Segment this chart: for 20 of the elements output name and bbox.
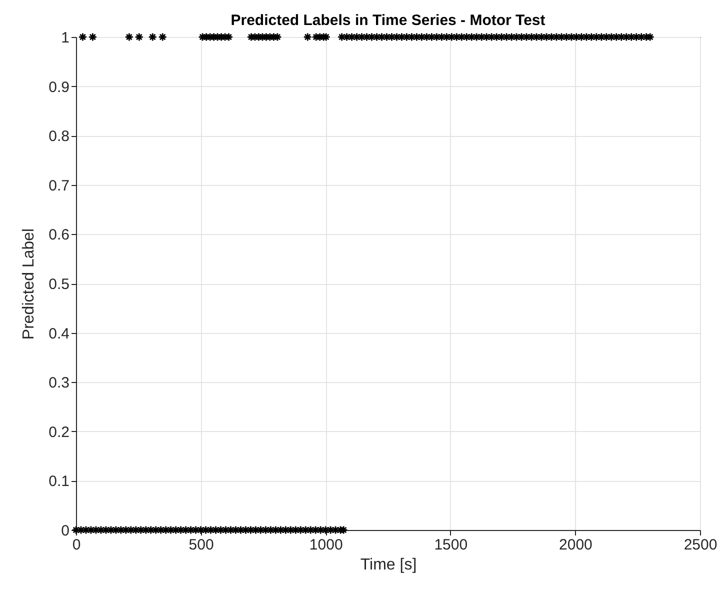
y-tick-label: 0.2 xyxy=(48,424,70,441)
chart-title: Predicted Labels in Time Series - Motor Test xyxy=(230,12,546,29)
x-tick-label: 1000 xyxy=(309,536,343,554)
x-tick-label: 0 xyxy=(72,536,81,554)
x-tick-label: 500 xyxy=(188,536,214,554)
y-tick-label: 0.4 xyxy=(48,325,70,342)
y-tick-label: 0.6 xyxy=(48,226,70,244)
y-tick-label: 1 xyxy=(61,30,70,46)
y-axis-title: Predicted Label xyxy=(20,228,38,340)
x-tick-label: 2500 xyxy=(684,536,718,554)
y-tick-label: 0.1 xyxy=(48,473,70,490)
y-tick-label: 0.7 xyxy=(48,177,70,194)
y-tick-label: 0.9 xyxy=(48,78,70,96)
y-tick-label: 0.5 xyxy=(48,276,70,293)
x-tick-label: 2000 xyxy=(559,536,592,554)
y-tick-label: 0.3 xyxy=(48,374,70,392)
y-tick-label: 0.8 xyxy=(48,128,70,146)
y-tick-label: 0 xyxy=(61,522,70,540)
x-axis-title: Time [s] xyxy=(360,556,417,574)
x-tick-label: 1500 xyxy=(434,536,468,554)
